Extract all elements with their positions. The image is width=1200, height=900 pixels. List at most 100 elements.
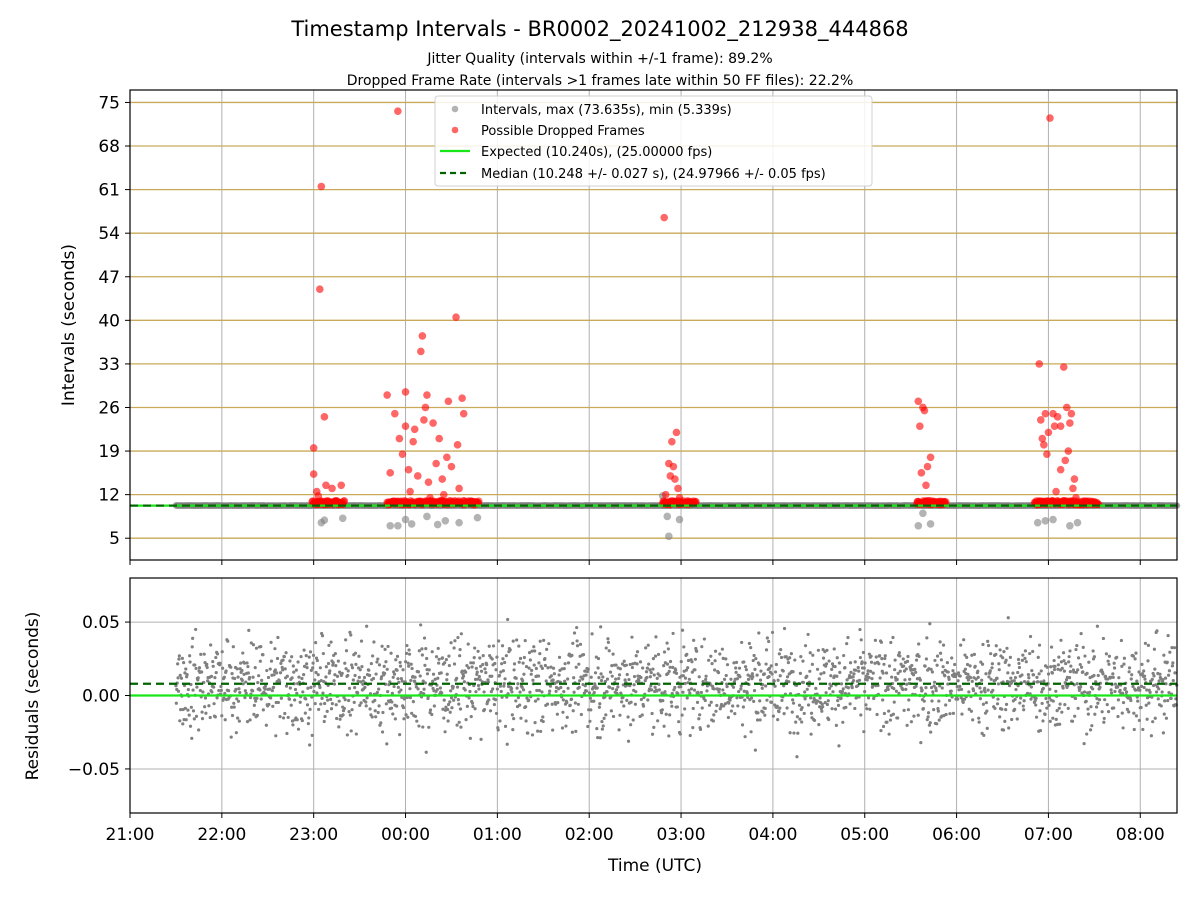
residual-point: [518, 703, 522, 707]
residual-point: [307, 716, 311, 720]
residual-point: [721, 656, 725, 660]
residual-point: [264, 723, 268, 727]
residual-point: [985, 709, 989, 713]
residual-point: [788, 656, 792, 660]
residual-point: [857, 669, 861, 673]
residual-point: [818, 696, 822, 700]
residual-point: [645, 675, 649, 680]
residual-point: [621, 695, 625, 700]
residual-point: [986, 639, 990, 643]
residual-point: [685, 696, 689, 700]
residual-point: [979, 660, 983, 664]
residual-point: [1122, 662, 1126, 666]
residual-point: [739, 687, 743, 691]
residual-point: [189, 682, 193, 687]
residual-point: [997, 662, 1001, 666]
residual-point: [205, 665, 209, 670]
residual-point: [740, 723, 745, 727]
residual-point: [791, 698, 795, 702]
residual-point: [629, 723, 633, 727]
residual-point: [433, 677, 437, 681]
residual-point: [442, 716, 446, 720]
residual-point: [515, 638, 519, 642]
residual-point: [497, 639, 501, 643]
residual-point: [296, 727, 301, 731]
residual-point: [592, 690, 596, 695]
residual-point: [1161, 677, 1165, 682]
residual-point: [644, 646, 648, 650]
residual-point: [893, 658, 897, 662]
residual-point: [528, 658, 532, 662]
residual-point: [1031, 649, 1035, 654]
residual-point: [1048, 687, 1052, 691]
residual-point: [668, 713, 672, 717]
residual-point: [935, 663, 939, 667]
residual-point: [1157, 679, 1161, 683]
interval-point: [926, 520, 935, 528]
residual-point: [1117, 676, 1121, 680]
residual-point: [476, 677, 480, 681]
residual-point: [1022, 679, 1027, 684]
residual-point: [562, 690, 566, 694]
residual-point: [551, 728, 555, 732]
residual-point: [1004, 658, 1008, 662]
residual-point: [981, 642, 985, 647]
residual-point: [541, 719, 545, 724]
residual-point: [851, 678, 856, 683]
residual-point: [229, 665, 233, 669]
residual-point: [620, 700, 624, 704]
residual-point: [639, 697, 643, 702]
residual-point: [702, 637, 706, 641]
residual-point: [417, 724, 421, 728]
residual-point: [259, 645, 263, 649]
dropped-frame-point: [671, 475, 679, 483]
residual-point: [416, 687, 420, 691]
residual-point: [209, 643, 213, 647]
intervals-frame: [129, 89, 1178, 561]
residual-point: [867, 675, 871, 680]
legend-entry-label: Intervals, max (73.635s), min (5.339s): [481, 103, 732, 118]
residual-point: [1040, 690, 1044, 694]
residual-point: [728, 698, 732, 702]
interval-point: [401, 515, 410, 524]
residual-point: [191, 636, 195, 640]
residual-point: [230, 705, 234, 709]
residual-point: [875, 712, 879, 717]
residual-point: [238, 690, 242, 695]
dropped-frame-point: [1050, 422, 1059, 430]
residual-point: [641, 704, 646, 708]
residual-point: [878, 676, 882, 680]
residual-point: [934, 688, 938, 693]
residual-point: [422, 636, 427, 640]
residual-point: [1106, 710, 1111, 714]
residual-point: [932, 684, 936, 688]
residual-point: [776, 678, 780, 682]
residual-point: [896, 716, 900, 720]
dropped-frame-point: [444, 397, 453, 406]
residual-point: [1030, 669, 1034, 673]
residual-point: [478, 656, 482, 660]
residual-point: [470, 665, 474, 669]
residual-point: [1139, 684, 1144, 688]
residual-point: [905, 659, 910, 663]
residual-point: [930, 670, 934, 674]
residual-point: [1133, 657, 1137, 661]
residual-point: [1058, 702, 1062, 706]
residual-point: [596, 735, 600, 740]
residual-point: [1102, 716, 1106, 721]
interval-point: [441, 516, 450, 525]
residual-point: [1073, 696, 1078, 701]
residual-point: [220, 650, 224, 654]
residual-point: [616, 685, 620, 689]
intervals-y-tick-label: 54: [98, 224, 120, 244]
residual-point: [356, 679, 360, 683]
residual-point: [373, 709, 377, 713]
residual-point: [184, 718, 188, 722]
residual-point: [279, 661, 283, 665]
residual-point: [1145, 717, 1149, 721]
residual-point: [564, 724, 568, 728]
residual-point: [575, 644, 580, 648]
residual-point: [436, 676, 440, 680]
residual-point: [1088, 728, 1093, 732]
residual-point: [540, 666, 544, 671]
